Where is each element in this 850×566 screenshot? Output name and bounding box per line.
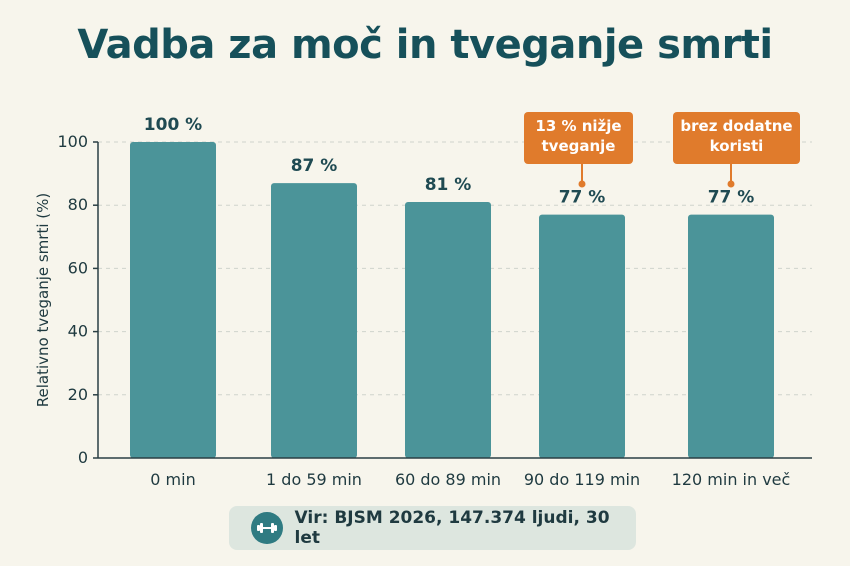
callout-no-benefit-line2: koristi <box>709 137 764 155</box>
callout-dot <box>727 180 735 188</box>
bar <box>271 183 357 458</box>
data-label: 81 % <box>425 175 472 195</box>
y-axis-title: Relativno tveganje smrti (%) <box>34 193 52 407</box>
callout-dot <box>578 180 586 188</box>
x-tick-label: 0 min <box>150 470 195 489</box>
bar <box>405 202 491 458</box>
data-label: 77 % <box>708 188 755 208</box>
dumbbell-icon <box>251 512 283 544</box>
x-tick-label: 90 do 119 min <box>524 470 640 489</box>
chart-title: Vadba za moč in tveganje smrti <box>77 22 773 68</box>
callout-lower-risk-line1: 13 % nižje <box>535 117 622 135</box>
y-tick-label: 100 <box>57 132 88 151</box>
y-tick-label: 40 <box>68 322 88 341</box>
x-tick-label: 1 do 59 min <box>266 470 362 489</box>
source-badge: Vir: BJSM 2026, 147.374 ljudi, 30 let <box>229 506 636 550</box>
data-label: 77 % <box>559 188 606 208</box>
bar <box>688 214 774 458</box>
bar <box>130 142 216 458</box>
x-tick-label: 60 do 89 min <box>395 470 501 489</box>
x-tick-label: 120 min in več <box>672 470 791 489</box>
callout-no-benefit: brez dodatne koristi <box>673 112 800 164</box>
y-tick-label: 60 <box>68 258 88 277</box>
y-tick-label: 80 <box>68 195 88 214</box>
callout-lower-risk-line2: tveganje <box>541 137 616 155</box>
source-text: Vir: BJSM 2026, 147.374 ljudi, 30 let <box>294 508 610 548</box>
callout-lower-risk: 13 % nižje tveganje <box>524 112 633 164</box>
y-tick-label: 0 <box>78 448 88 467</box>
y-tick-label: 20 <box>68 385 88 404</box>
data-label: 87 % <box>291 156 338 176</box>
callout-no-benefit-line1: brez dodatne <box>680 117 793 135</box>
bar <box>539 214 625 458</box>
data-label: 100 % <box>144 115 202 135</box>
